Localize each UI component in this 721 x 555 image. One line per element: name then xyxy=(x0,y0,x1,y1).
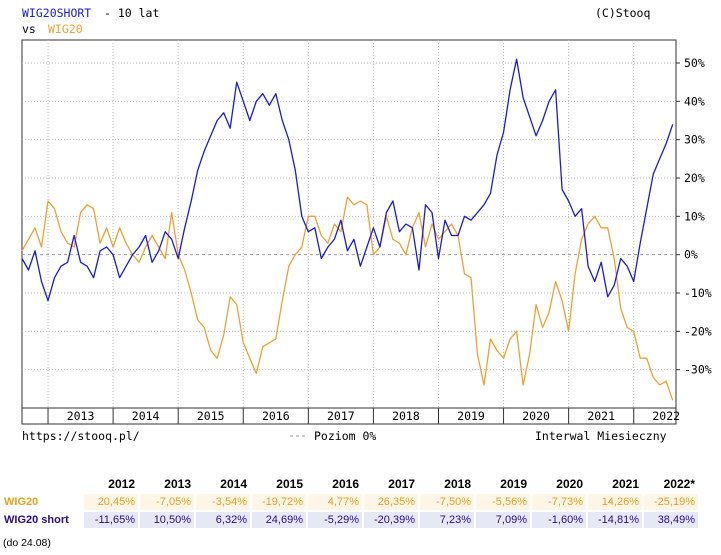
return-cell: -20,39% xyxy=(364,512,418,528)
x-tick-label: 2018 xyxy=(392,409,420,423)
return-cell: -7,05% xyxy=(140,494,194,510)
year-header: 2017 xyxy=(388,477,415,491)
return-cell: 26,35% xyxy=(364,494,418,510)
x-tick-label: 2014 xyxy=(132,409,160,423)
x-tick-label: 2019 xyxy=(457,409,485,423)
y-tick-label: 50% xyxy=(684,56,705,70)
series1-name: WIG20SHORT xyxy=(22,6,91,20)
x-tick-label: 2017 xyxy=(327,409,355,423)
return-cell: -3,54% xyxy=(196,494,250,510)
y-tick-label: 20% xyxy=(684,171,705,185)
year-header: 2016 xyxy=(332,477,359,491)
return-cell: -7,50% xyxy=(420,494,474,510)
return-cell: -5,56% xyxy=(476,494,530,510)
interval-label: Interwal Miesieczny xyxy=(535,429,667,443)
return-cell: -1,60% xyxy=(532,512,586,528)
return-cell: -19,72% xyxy=(252,494,306,510)
source-url: https://stooq.pl/ xyxy=(22,429,140,443)
year-header: 2018 xyxy=(444,477,471,491)
year-header: 2014 xyxy=(220,477,247,491)
return-cell: -7,73% xyxy=(532,494,586,510)
return-cell: 4,77% xyxy=(308,494,362,510)
year-header: 2022* xyxy=(663,477,695,491)
year-header: 2013 xyxy=(164,477,191,491)
return-cell: 14,26% xyxy=(588,494,642,510)
y-tick-label: -10% xyxy=(684,286,712,300)
year-header: 2019 xyxy=(500,477,527,491)
return-cell: 38,49% xyxy=(644,512,698,528)
row-label: WIG20 xyxy=(4,496,39,508)
header-corner xyxy=(2,476,82,492)
y-tick-label: 0% xyxy=(684,248,698,262)
copyright-text: (C)Stooq xyxy=(595,6,650,20)
y-tick-label: 30% xyxy=(684,133,705,147)
return-cell: -5,29% xyxy=(308,512,362,528)
x-tick-label: 2022 xyxy=(652,409,680,423)
row-label: WIG20 short xyxy=(4,514,69,526)
x-tick-label: 2021 xyxy=(587,409,615,423)
series-line-wig20short xyxy=(21,58,674,302)
series2-name: WIG20 xyxy=(48,22,83,36)
return-cell: 10,50% xyxy=(140,512,194,528)
year-header: 2012 xyxy=(108,477,135,491)
x-tick-label: 2016 xyxy=(262,409,290,423)
returns-header-row: 2012 2013 2014 2015 2016 2017 2018 2019 … xyxy=(2,476,698,492)
returns-table: 2012 2013 2014 2015 2016 2017 2018 2019 … xyxy=(0,474,700,530)
table-note: (do 24.08) xyxy=(3,537,51,549)
returns-row-wig20: WIG20 20,45% -7,05% -3,54% -19,72% 4,77%… xyxy=(2,494,698,510)
title-suffix: - 10 lat xyxy=(104,6,159,20)
return-cell: -11,65% xyxy=(84,512,138,528)
return-cell: -25,19% xyxy=(644,494,698,510)
returns-row-wig20-short: WIG20 short -11,65% 10,50% 6,32% 24,69% … xyxy=(2,512,698,528)
y-tick-label: -20% xyxy=(684,324,712,338)
x-tick-label: 2020 xyxy=(522,409,550,423)
x-axis-ticks: 2013 2014 2015 2016 2017 2018 2019 2020 2021 2022 xyxy=(47,408,680,424)
series-lines xyxy=(21,58,674,401)
y-axis-ticks: 50% 40% 30% 20% 10% 0% -10% -20% -30% xyxy=(676,56,712,377)
chart: WIG20SHORT - 10 lat vs WIG20 (C)Stooq 50… xyxy=(21,6,712,443)
year-header: 2021 xyxy=(612,477,639,491)
series-line-wig20 xyxy=(21,196,674,401)
return-cell: 24,69% xyxy=(252,512,306,528)
return-cell: -14,81% xyxy=(588,512,642,528)
x-tick-label: 2015 xyxy=(197,409,225,423)
plot-area xyxy=(21,39,677,409)
return-cell: 6,32% xyxy=(196,512,250,528)
x-axis-band xyxy=(21,407,677,425)
x-tick-label: 2013 xyxy=(67,409,95,423)
return-cell: 20,45% xyxy=(84,494,138,510)
grid-lines xyxy=(22,40,676,408)
vs-label: vs xyxy=(22,22,36,36)
return-cell: 7,23% xyxy=(420,512,474,528)
y-tick-label: -30% xyxy=(684,363,712,377)
year-header: 2015 xyxy=(276,477,303,491)
y-tick-label: 10% xyxy=(684,209,705,223)
year-header: 2020 xyxy=(556,477,583,491)
y-tick-label: 40% xyxy=(684,94,705,108)
zero-legend-label: Poziom 0% xyxy=(314,429,376,443)
return-cell: 7,09% xyxy=(476,512,530,528)
